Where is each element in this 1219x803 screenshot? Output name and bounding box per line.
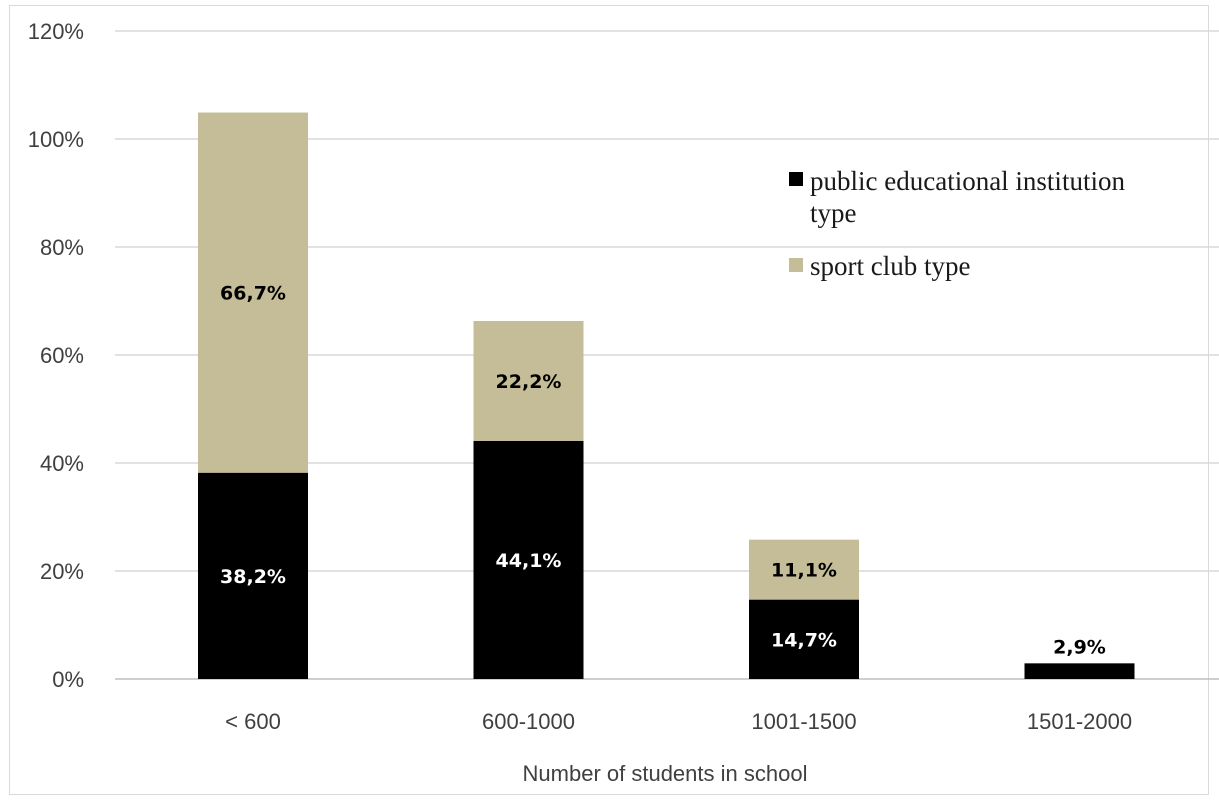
bars — [198, 112, 1135, 679]
y-tick-label: 60% — [40, 343, 84, 368]
x-tick-label: 600-1000 — [482, 709, 575, 734]
x-tick-label: < 600 — [225, 709, 281, 734]
bar-public-educational-institution — [749, 599, 859, 679]
y-tick-label: 120% — [28, 19, 84, 44]
data-label: 22,2% — [496, 371, 562, 393]
data-label: 44,1% — [496, 550, 562, 572]
bar-sport-club — [473, 320, 584, 441]
x-axis-title: Number of students in school — [523, 761, 808, 786]
legend-swatch-sport-club — [789, 258, 803, 272]
legend-label-sport-club: sport club type — [810, 251, 970, 281]
data-label: 11,1% — [771, 560, 837, 582]
data-label: 2,9% — [1053, 636, 1106, 658]
data-label: 14,7% — [771, 629, 837, 651]
y-axis-tick-labels: 0% 20% 40% 60% 80% 100% 120% — [28, 19, 84, 692]
legend-label-public-educational-institution-line-2: type — [810, 198, 857, 228]
bar-public-educational-institution — [198, 472, 308, 679]
y-tick-label: 80% — [40, 235, 84, 260]
bar-public-educational-institution — [473, 440, 584, 679]
x-tick-label: 1501-2000 — [1027, 709, 1132, 734]
y-tick-label: 40% — [40, 451, 84, 476]
x-axis-tick-labels: < 600 600-1000 1001-1500 1501-2000 — [225, 709, 1132, 734]
data-label: 66,7% — [220, 283, 286, 305]
bar-sport-club — [198, 112, 308, 473]
x-tick-label: 1001-1500 — [751, 709, 856, 734]
legend-label-public-educational-institution: public educational institution — [810, 166, 1125, 196]
bar-public-educational-institution — [1024, 663, 1135, 679]
y-tick-label: 20% — [40, 559, 84, 584]
y-tick-label: 100% — [28, 127, 84, 152]
data-labels: 38,2% 66,7% 44,1% 22,2% 14,7% 11,1% 2,9% — [220, 283, 1106, 659]
data-label: 38,2% — [220, 566, 286, 588]
legend: public educational institution type spor… — [789, 166, 1125, 281]
y-tick-label: 0% — [52, 667, 84, 692]
legend-swatch-public-educational-institution — [789, 172, 803, 186]
bar-sport-club — [749, 539, 859, 600]
